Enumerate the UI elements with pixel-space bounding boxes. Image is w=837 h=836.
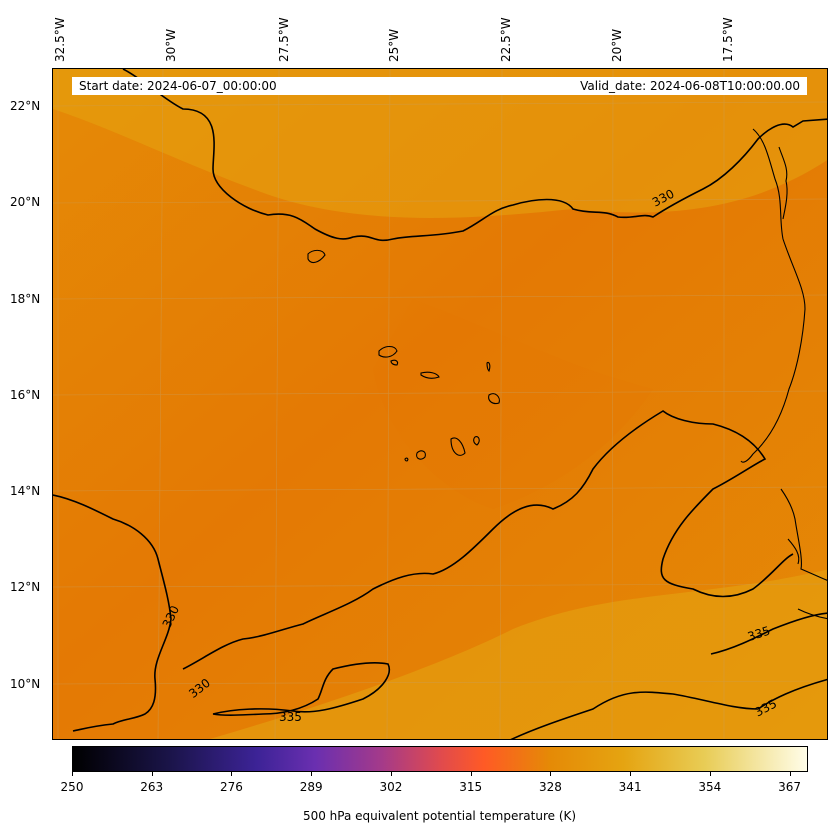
colorbar-tick — [709, 772, 711, 776]
cabo-verde-islands — [307, 249, 500, 462]
island-brava — [404, 457, 409, 462]
lat-label-22n: 22°N — [10, 99, 41, 113]
colorbar-title: 500 hPa equivalent potential temperature… — [302, 809, 577, 823]
island-fogo — [416, 450, 426, 460]
contour-330-north — [122, 69, 827, 242]
lat-label-12n: 12°N — [10, 580, 41, 594]
lon-label-32-5w: 32.5°W — [53, 17, 67, 62]
lon-label-22-5w: 22.5°W — [499, 17, 513, 62]
contour-335-south — [510, 678, 827, 739]
lon-label-30w: 30°W — [164, 28, 178, 62]
coastline — [740, 128, 827, 620]
colorbar-tick — [390, 772, 392, 776]
island-islet — [307, 249, 326, 264]
colorbar-tick-label: 263 — [140, 780, 164, 794]
contour-335-east — [710, 612, 827, 655]
lon-label-20w: 20°W — [610, 28, 624, 62]
lon-label-27-5w: 27.5°W — [277, 17, 291, 62]
colorbar-tick — [231, 772, 233, 776]
island-sal — [486, 361, 491, 373]
warm-region-south — [209, 569, 827, 739]
colorbar — [72, 746, 808, 772]
contours — [53, 69, 827, 739]
colorbar-tick — [550, 772, 552, 776]
contour-label-335-east: 335 — [746, 624, 772, 644]
colorbar-tick-label: 354 — [698, 780, 722, 794]
graticule — [53, 69, 827, 739]
warm-region-north — [53, 69, 827, 218]
colorbar-tick — [151, 772, 153, 776]
contour-label-335-west: 335 — [279, 710, 302, 724]
map-canvas: 330 330 330 335 335 335 — [53, 69, 827, 739]
colorbar-tick-label: 276 — [220, 780, 243, 794]
colorbar-tick — [72, 772, 73, 776]
island-sao-vicente — [390, 359, 399, 366]
colorbar-tick-label: 315 — [459, 780, 483, 794]
island-santo-antao — [378, 345, 398, 358]
lat-label-18n: 18°N — [10, 292, 41, 306]
island-maio — [473, 436, 480, 446]
info-bar: Start date: 2024-06-07_00:00:00 Valid_da… — [72, 77, 807, 95]
colorbar-tick-label: 250 — [60, 780, 84, 794]
island-boa-vista — [488, 393, 500, 405]
colorbar-tick — [630, 772, 632, 776]
map-panel[interactable]: 330 330 330 335 335 335 — [52, 68, 828, 740]
island-sao-nicolau — [420, 371, 440, 379]
contour-330-east — [182, 410, 794, 670]
colorbar-tick-label: 367 — [778, 780, 802, 794]
colorbar-tick — [789, 772, 791, 776]
lat-label-14n: 14°N — [10, 484, 41, 498]
lat-label-10n: 10°N — [10, 677, 41, 691]
lat-label-20n: 20°N — [10, 195, 41, 209]
colorbar-tick-label: 289 — [299, 780, 323, 794]
colorbar-tick — [470, 772, 472, 776]
dark-core — [373, 299, 653, 509]
island-santiago — [450, 437, 466, 456]
colorbar-tick — [311, 772, 313, 776]
lon-label-25w: 25°W — [387, 28, 401, 62]
valid-date-label: Valid_date: 2024-06-08T10:00:00.00 — [580, 79, 800, 93]
start-date-label: Start date: 2024-06-07_00:00:00 — [79, 79, 277, 93]
colorbar-tick-label: 341 — [618, 780, 642, 794]
colorbar-tick-label: 302 — [379, 780, 403, 794]
contour-335-west — [212, 662, 390, 716]
contour-330-west — [53, 494, 172, 732]
colorbar-tick-label: 328 — [538, 780, 562, 794]
lat-label-16n: 16°N — [10, 388, 41, 402]
lon-label-17-5w: 17.5°W — [721, 17, 735, 62]
